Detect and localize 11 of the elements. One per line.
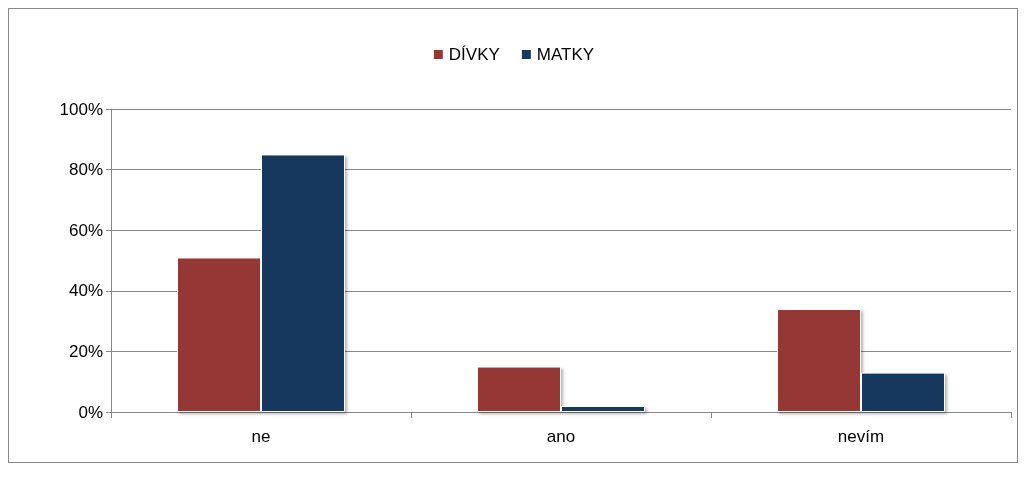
y-tick-label: 20% (68, 341, 103, 361)
y-tick-label: 60% (68, 220, 103, 240)
legend-label: DÍVKY (448, 45, 500, 64)
x-tick-label: ne (251, 427, 271, 446)
y-tick-label: 80% (68, 160, 103, 180)
x-tick-label: ano (546, 427, 576, 446)
y-tick-label: 100% (59, 99, 103, 119)
x-tick-label: nevím (837, 427, 885, 446)
y-tick-label: 40% (68, 281, 103, 301)
y-tick-label: 0% (78, 402, 103, 422)
legend-label: MATKY (536, 45, 595, 64)
